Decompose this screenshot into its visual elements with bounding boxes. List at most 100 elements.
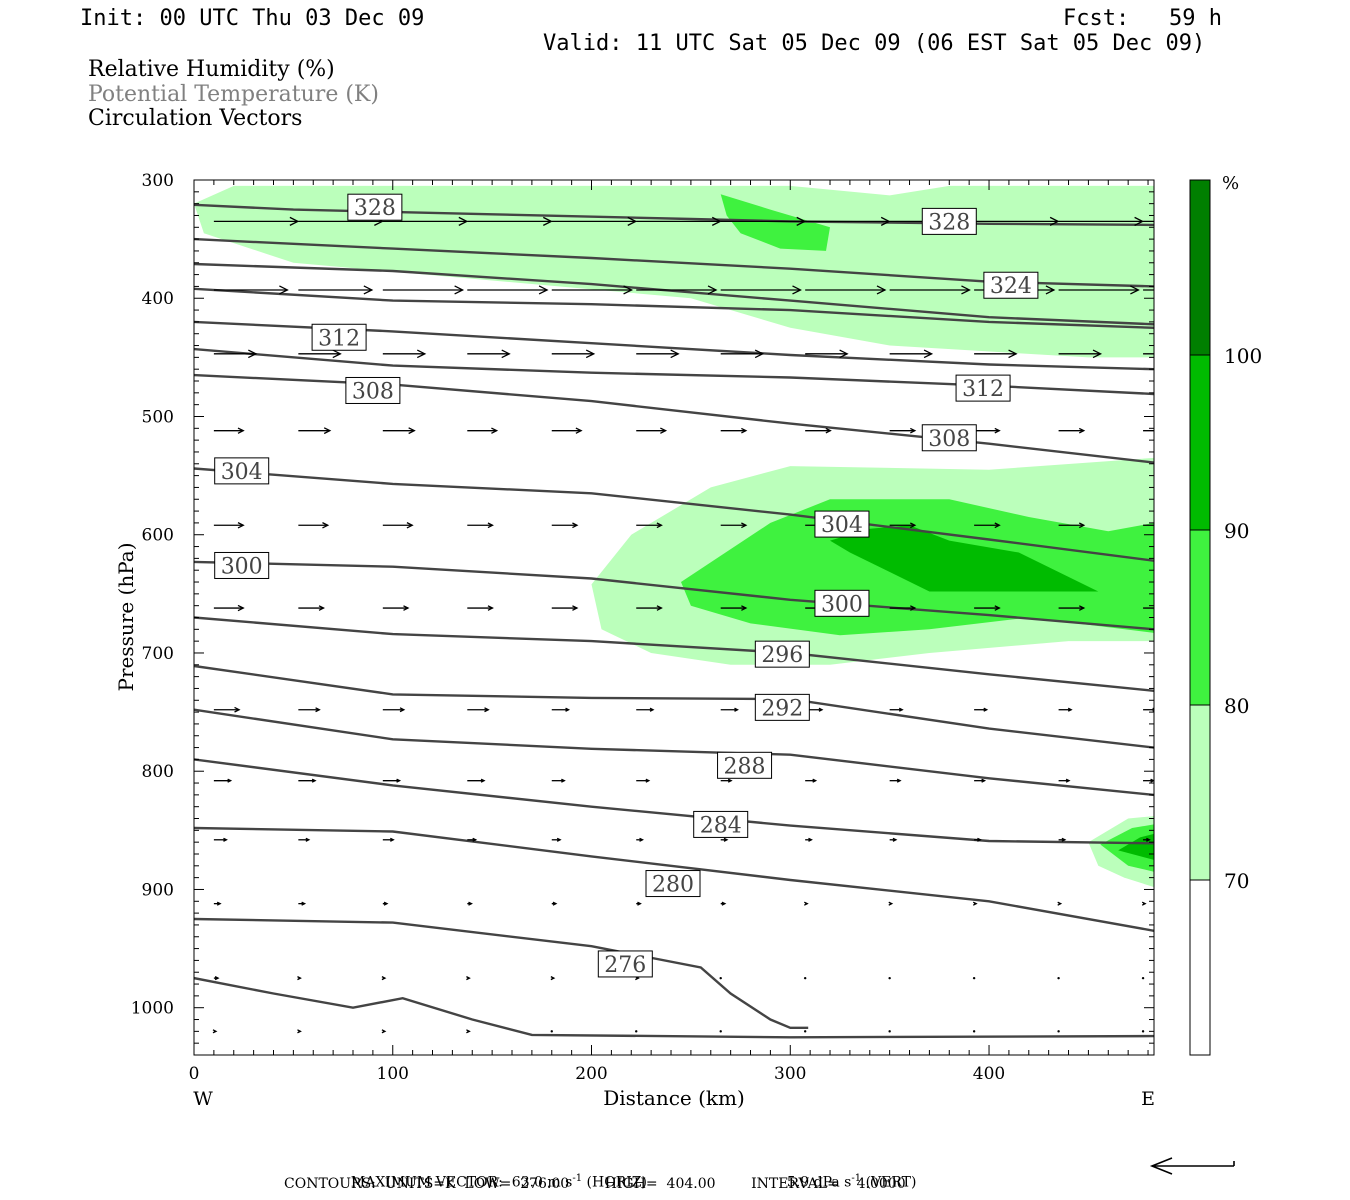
vector-2-9 <box>974 349 1018 359</box>
vector-9-12 <box>1227 902 1230 905</box>
vector-10-8 <box>888 976 891 980</box>
contour-label-box-312-0 <box>311 323 367 351</box>
y-tick-label-500: 500 <box>142 407 174 427</box>
vector-head <box>721 901 727 906</box>
vector-head <box>543 216 553 226</box>
vector-head <box>812 778 818 783</box>
contour-label-box-300-0 <box>214 551 270 579</box>
vector-head <box>381 976 387 981</box>
vector-0-9 <box>974 216 1060 226</box>
vector-head <box>1067 707 1073 712</box>
vector-head <box>660 427 668 434</box>
vector-2-3 <box>467 349 511 359</box>
vector-head <box>796 216 807 226</box>
colorbar-swatch-1 <box>1190 705 1210 880</box>
contour-label-box-284-0 <box>693 810 749 838</box>
vector-head <box>1160 429 1164 433</box>
vector-dot <box>1226 1030 1228 1032</box>
vector-head <box>237 427 245 434</box>
vector-head <box>1304 217 1312 225</box>
vector-head <box>1245 606 1249 610</box>
vector-head <box>727 778 733 783</box>
vector-dot <box>972 976 976 980</box>
vector-head <box>234 706 241 713</box>
legend-circulation-vectors: Circulation Vectors <box>88 106 303 131</box>
y-tick-label-400: 400 <box>142 289 174 309</box>
colorbar-label-80: 80 <box>1224 694 1249 718</box>
vector-dot <box>972 1030 976 1033</box>
vector-0-4 <box>551 216 638 226</box>
y-tick-label-1000: 1000 <box>131 999 174 1019</box>
vector-3-8 <box>889 427 917 434</box>
colorbar-label-100: 100 <box>1224 344 1262 368</box>
vector-head <box>484 707 490 713</box>
vector-2-4 <box>551 349 596 359</box>
vector-3-2 <box>382 427 416 435</box>
vector-1-7 <box>805 285 887 295</box>
horiz-unit: m s <box>547 1174 573 1191</box>
vector-head <box>301 901 307 906</box>
vector-head <box>322 522 330 529</box>
vector-3-6 <box>720 427 748 434</box>
vector-head <box>466 976 471 981</box>
vector-head <box>876 285 887 295</box>
vector-11-0 <box>212 1029 218 1034</box>
rh-region-70-0 <box>194 185 1154 358</box>
vector-11-10 <box>1057 1030 1060 1033</box>
y-tick-label-700: 700 <box>142 644 174 664</box>
vector-8-12 <box>1228 838 1232 841</box>
vector-head <box>248 349 258 359</box>
vector-11-8 <box>888 1030 891 1033</box>
vector-head <box>977 837 982 842</box>
theta-contour-unlabeled-2 <box>194 262 1154 326</box>
vector-head <box>454 285 465 295</box>
vector-9-9 <box>972 901 978 906</box>
vector-4-10 <box>1058 522 1086 529</box>
colorbar-swatch-3 <box>1190 355 1210 530</box>
vector-head <box>305 837 311 842</box>
vector-5-9 <box>974 605 1001 611</box>
vector-head <box>1229 838 1232 841</box>
vector-head <box>910 427 917 434</box>
contours-info: CONTOURS: UNITS=K LOW= 276.00 HIGH= 404.… <box>284 1176 906 1192</box>
vector-head <box>466 1029 471 1034</box>
vector-head <box>468 901 473 906</box>
vert-suffix: (VERT) <box>865 1174 917 1191</box>
vector-head <box>892 837 898 842</box>
max-vector-vert-value: 5.9 <box>786 1174 810 1191</box>
vector-head <box>561 778 566 783</box>
theta-contour-296 <box>194 616 1154 692</box>
theta-contour-300 <box>194 560 1154 631</box>
vector-4-3 <box>467 522 494 529</box>
contour-label-300-0: 300 <box>221 554 263 579</box>
vector-head <box>1160 606 1164 610</box>
vector-head <box>923 349 934 359</box>
vector-5-4 <box>551 605 579 611</box>
init-time: Init: 00 UTC Thu 03 Dec 09 <box>80 6 425 31</box>
vector-head <box>1078 522 1086 529</box>
vector-9-3 <box>467 901 473 906</box>
vert-unit: dPa s <box>813 1174 852 1191</box>
vector-head <box>1008 349 1018 359</box>
vector-1-6 <box>720 285 802 295</box>
vector-dot <box>803 1030 807 1033</box>
vector-head <box>639 837 644 842</box>
vector-2-8 <box>889 349 934 359</box>
vector-6-6 <box>720 707 739 712</box>
vector-7-8 <box>889 778 902 783</box>
vector-dot <box>1141 1030 1145 1033</box>
vector-head <box>880 216 891 226</box>
vector-head <box>572 522 579 529</box>
vector-3-3 <box>467 427 499 434</box>
vector-9-6 <box>720 901 727 906</box>
vector-head <box>416 349 427 359</box>
x-axis-east-label: E <box>1141 1088 1155 1110</box>
vector-11-2 <box>381 1029 387 1034</box>
vector-head <box>754 349 765 359</box>
vector-head <box>458 216 469 226</box>
vector-head <box>585 349 596 359</box>
vector-head <box>556 837 562 842</box>
colorbar-frame <box>1189 179 1211 1056</box>
vector-head <box>981 778 987 783</box>
max-vector-label: MAXIMUM VECTOR: <box>350 1174 503 1191</box>
